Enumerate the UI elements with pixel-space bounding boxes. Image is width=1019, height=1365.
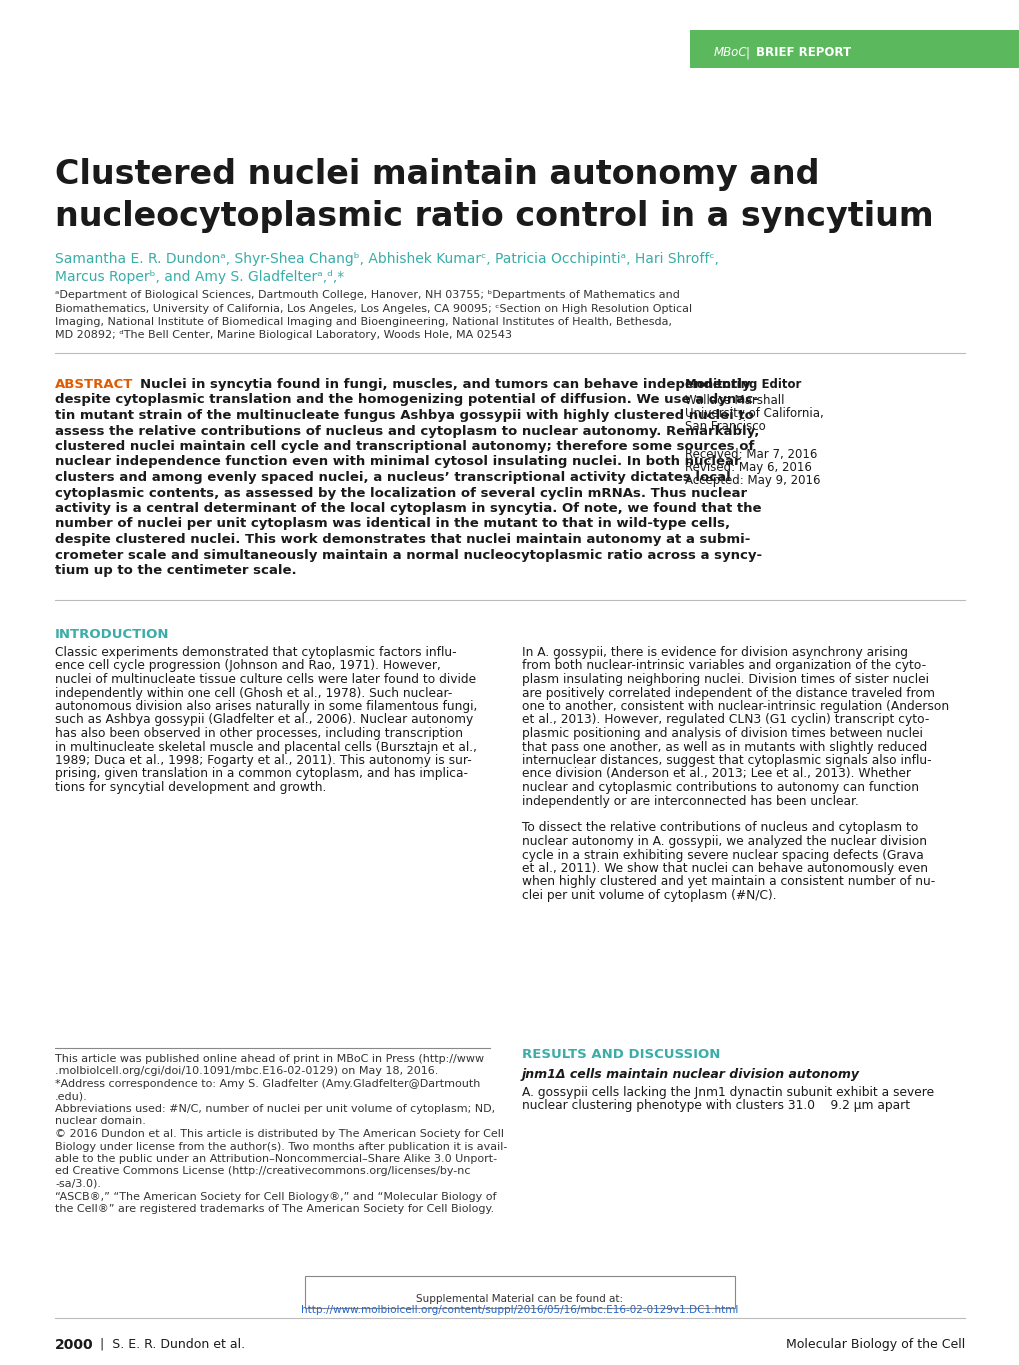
Text: one to another, consistent with nuclear-intrinsic regulation (Anderson: one to another, consistent with nuclear-… (522, 700, 949, 713)
Text: able to the public under an Attribution–Noncommercial–Share Alike 3.0 Unport-: able to the public under an Attribution–… (55, 1153, 496, 1164)
Text: tium up to the centimeter scale.: tium up to the centimeter scale. (55, 564, 297, 577)
Text: nucleocytoplasmic ratio control in a syncytium: nucleocytoplasmic ratio control in a syn… (55, 201, 932, 233)
Text: has also been observed in other processes, including transcription: has also been observed in other processe… (55, 728, 463, 740)
Text: http://www.molbiolcell.org/content/suppl/2016/05/16/mbc.E16-02-0129v1.DC1.html: http://www.molbiolcell.org/content/suppl… (301, 1305, 738, 1314)
Text: San Francisco: San Francisco (685, 420, 765, 433)
Text: cytoplasmic contents, as assessed by the localization of several cyclin mRNAs. T: cytoplasmic contents, as assessed by the… (55, 486, 746, 500)
Text: from both nuclear-intrinsic variables and organization of the cyto-: from both nuclear-intrinsic variables an… (522, 659, 925, 673)
Text: nuclear independence function even with minimal cytosol insulating nuclei. In bo: nuclear independence function even with … (55, 456, 740, 468)
Text: the Cell®” are registered trademarks of The American Society for Cell Biology.: the Cell®” are registered trademarks of … (55, 1204, 493, 1213)
Text: Molecular Biology of the Cell: Molecular Biology of the Cell (785, 1338, 964, 1351)
Text: internuclear distances, suggest that cytoplasmic signals also influ-: internuclear distances, suggest that cyt… (522, 753, 930, 767)
Text: 1989; Duca et al., 1998; Fogarty et al., 2011). This autonomy is sur-: 1989; Duca et al., 1998; Fogarty et al.,… (55, 753, 472, 767)
Bar (305, 1276, 735, 1308)
Text: crometer scale and simultaneously maintain a normal nucleocytoplasmic ratio acro: crometer scale and simultaneously mainta… (55, 549, 761, 561)
Text: -sa/3.0).: -sa/3.0). (55, 1179, 101, 1189)
Text: activity is a central determinant of the local cytoplasm in syncytia. Of note, w: activity is a central determinant of the… (55, 502, 761, 515)
Text: © 2016 Dundon et al. This article is distributed by The American Society for Cel: © 2016 Dundon et al. This article is dis… (55, 1129, 503, 1138)
Text: clusters and among evenly spaced nuclei, a nucleus’ transcriptional activity dic: clusters and among evenly spaced nuclei,… (55, 471, 730, 485)
Text: Received: Mar 7, 2016: Received: Mar 7, 2016 (685, 448, 816, 461)
Text: clustered nuclei maintain cell cycle and transcriptional autonomy; therefore som: clustered nuclei maintain cell cycle and… (55, 440, 754, 453)
Text: MD 20892; ᵈThe Bell Center, Marine Biological Laboratory, Woods Hole, MA 02543: MD 20892; ᵈThe Bell Center, Marine Biolo… (55, 330, 512, 340)
Text: University of California,: University of California, (685, 407, 823, 420)
Text: .edu).: .edu). (55, 1092, 88, 1102)
Text: plasm insulating neighboring nuclei. Division times of sister nuclei: plasm insulating neighboring nuclei. Div… (522, 673, 928, 687)
Text: nuclear and cytoplasmic contributions to autonomy can function: nuclear and cytoplasmic contributions to… (522, 781, 918, 794)
Text: Clustered nuclei maintain autonomy and: Clustered nuclei maintain autonomy and (55, 158, 818, 191)
Text: Classic experiments demonstrated that cytoplasmic factors influ-: Classic experiments demonstrated that cy… (55, 646, 457, 659)
Text: INTRODUCTION: INTRODUCTION (55, 628, 169, 642)
Text: In A. gossypii, there is evidence for division asynchrony arising: In A. gossypii, there is evidence for di… (522, 646, 907, 659)
Text: Nuclei in syncytia found in fungi, muscles, and tumors can behave independently: Nuclei in syncytia found in fungi, muscl… (140, 378, 750, 390)
Text: .molbiolcell.org/cgi/doi/10.1091/mbc.E16-02-0129) on May 18, 2016.: .molbiolcell.org/cgi/doi/10.1091/mbc.E16… (55, 1066, 438, 1077)
Text: Abbreviations used: #N/C, number of nuclei per unit volume of cytoplasm; ND,: Abbreviations used: #N/C, number of nucl… (55, 1104, 494, 1114)
Text: ence division (Anderson et al., 2013; Lee et al., 2013). Whether: ence division (Anderson et al., 2013; Le… (522, 767, 910, 781)
Text: when highly clustered and yet maintain a consistent number of nu-: when highly clustered and yet maintain a… (522, 875, 934, 889)
Text: Samantha E. R. Dundonᵃ, Shyr-Shea Changᵇ, Abhishek Kumarᶜ, Patricia Occhipintiᵃ,: Samantha E. R. Dundonᵃ, Shyr-Shea Changᵇ… (55, 253, 718, 266)
Bar (689, 30, 1019, 68)
Text: |: | (745, 46, 749, 60)
Text: Supplemental Material can be found at:: Supplemental Material can be found at: (416, 1294, 623, 1304)
Text: nuclear clustering phenotype with clusters 31.0    9.2 μm apart: nuclear clustering phenotype with cluste… (522, 1099, 909, 1112)
Text: despite clustered nuclei. This work demonstrates that nuclei maintain autonomy a: despite clustered nuclei. This work demo… (55, 532, 750, 546)
Text: This article was published online ahead of print in MBoC in Press (http://www: This article was published online ahead … (55, 1054, 484, 1063)
Text: nuclei of multinucleate tissue culture cells were later found to divide: nuclei of multinucleate tissue culture c… (55, 673, 476, 687)
Text: Biomathematics, University of California, Los Angeles, Los Angeles, CA 90095; ᶜS: Biomathematics, University of California… (55, 303, 692, 314)
Text: et al., 2011). We show that nuclei can behave autonomously even: et al., 2011). We show that nuclei can b… (522, 863, 927, 875)
Text: plasmic positioning and analysis of division times between nuclei: plasmic positioning and analysis of divi… (522, 728, 922, 740)
Text: Revised: May 6, 2016: Revised: May 6, 2016 (685, 461, 811, 474)
Text: 2000: 2000 (55, 1338, 94, 1351)
Text: jnm1Δ cells maintain nuclear division autonomy: jnm1Δ cells maintain nuclear division au… (522, 1067, 859, 1081)
Text: number of nuclei per unit cytoplasm was identical in the mutant to that in wild-: number of nuclei per unit cytoplasm was … (55, 517, 730, 531)
Text: nuclear domain.: nuclear domain. (55, 1117, 146, 1126)
Text: To dissect the relative contributions of nucleus and cytoplasm to: To dissect the relative contributions of… (522, 822, 917, 834)
Text: Biology under license from the author(s). Two months after publication it is ava: Biology under license from the author(s)… (55, 1141, 506, 1152)
Text: assess the relative contributions of nucleus and cytoplasm to nuclear autonomy. : assess the relative contributions of nuc… (55, 425, 758, 438)
Text: Accepted: May 9, 2016: Accepted: May 9, 2016 (685, 474, 819, 487)
Text: such as Ashbya gossypii (Gladfelter et al., 2006). Nuclear autonomy: such as Ashbya gossypii (Gladfelter et a… (55, 714, 473, 726)
Text: tions for syncytial development and growth.: tions for syncytial development and grow… (55, 781, 326, 794)
Text: *Address correspondence to: Amy S. Gladfelter (Amy.Gladfelter@Dartmouth: *Address correspondence to: Amy S. Gladf… (55, 1078, 480, 1089)
Text: Monitoring Editor: Monitoring Editor (685, 378, 801, 390)
Text: Imaging, National Institute of Biomedical Imaging and Bioengineering, National I: Imaging, National Institute of Biomedica… (55, 317, 672, 328)
Text: ed Creative Commons License (http://creativecommons.org/licenses/by-nc: ed Creative Commons License (http://crea… (55, 1167, 470, 1177)
Text: A. gossypii cells lacking the Jnm1 dynactin subunit exhibit a severe: A. gossypii cells lacking the Jnm1 dynac… (522, 1087, 933, 1099)
Text: Wallace Marshall: Wallace Marshall (685, 394, 784, 407)
Text: tin mutant strain of the multinucleate fungus Ashbya gossypii with highly cluste: tin mutant strain of the multinucleate f… (55, 410, 753, 422)
Text: BRIEF REPORT: BRIEF REPORT (755, 46, 850, 60)
Text: ᵃDepartment of Biological Sciences, Dartmouth College, Hanover, NH 03755; ᵇDepar: ᵃDepartment of Biological Sciences, Dart… (55, 289, 680, 300)
Text: ence cell cycle progression (Johnson and Rao, 1971). However,: ence cell cycle progression (Johnson and… (55, 659, 440, 673)
Text: despite cytoplasmic translation and the homogenizing potential of diffusion. We : despite cytoplasmic translation and the … (55, 393, 758, 407)
Text: autonomous division also arises naturally in some filamentous fungi,: autonomous division also arises naturall… (55, 700, 477, 713)
Text: MBoC: MBoC (713, 46, 747, 60)
Text: “ASCB®,” “The American Society for Cell Biology®,” and “Molecular Biology of: “ASCB®,” “The American Society for Cell … (55, 1192, 496, 1201)
Text: clei per unit volume of cytoplasm (#N/C).: clei per unit volume of cytoplasm (#N/C)… (522, 889, 775, 902)
Text: Marcus Roperᵇ, and Amy S. Gladfelterᵃ,ᵈ,*: Marcus Roperᵇ, and Amy S. Gladfelterᵃ,ᵈ,… (55, 270, 344, 284)
Text: nuclear autonomy in A. gossypii, we analyzed the nuclear division: nuclear autonomy in A. gossypii, we anal… (522, 835, 926, 848)
Text: are positively correlated independent of the distance traveled from: are positively correlated independent of… (522, 687, 934, 699)
Text: et al., 2013). However, regulated CLN3 (G1 cyclin) transcript cyto-: et al., 2013). However, regulated CLN3 (… (522, 714, 928, 726)
Text: cycle in a strain exhibiting severe nuclear spacing defects (Grava: cycle in a strain exhibiting severe nucl… (522, 849, 923, 861)
Text: in multinucleate skeletal muscle and placental cells (Bursztajn et al.,: in multinucleate skeletal muscle and pla… (55, 740, 477, 753)
Text: ABSTRACT: ABSTRACT (55, 378, 133, 390)
Text: RESULTS AND DISCUSSION: RESULTS AND DISCUSSION (522, 1048, 719, 1061)
Text: independently or are interconnected has been unclear.: independently or are interconnected has … (522, 794, 858, 808)
Text: that pass one another, as well as in mutants with slightly reduced: that pass one another, as well as in mut… (522, 740, 926, 753)
Text: |  S. E. R. Dundon et al.: | S. E. R. Dundon et al. (100, 1338, 245, 1351)
Text: independently within one cell (Ghosh et al., 1978). Such nuclear-: independently within one cell (Ghosh et … (55, 687, 452, 699)
Text: prising, given translation in a common cytoplasm, and has implica-: prising, given translation in a common c… (55, 767, 468, 781)
